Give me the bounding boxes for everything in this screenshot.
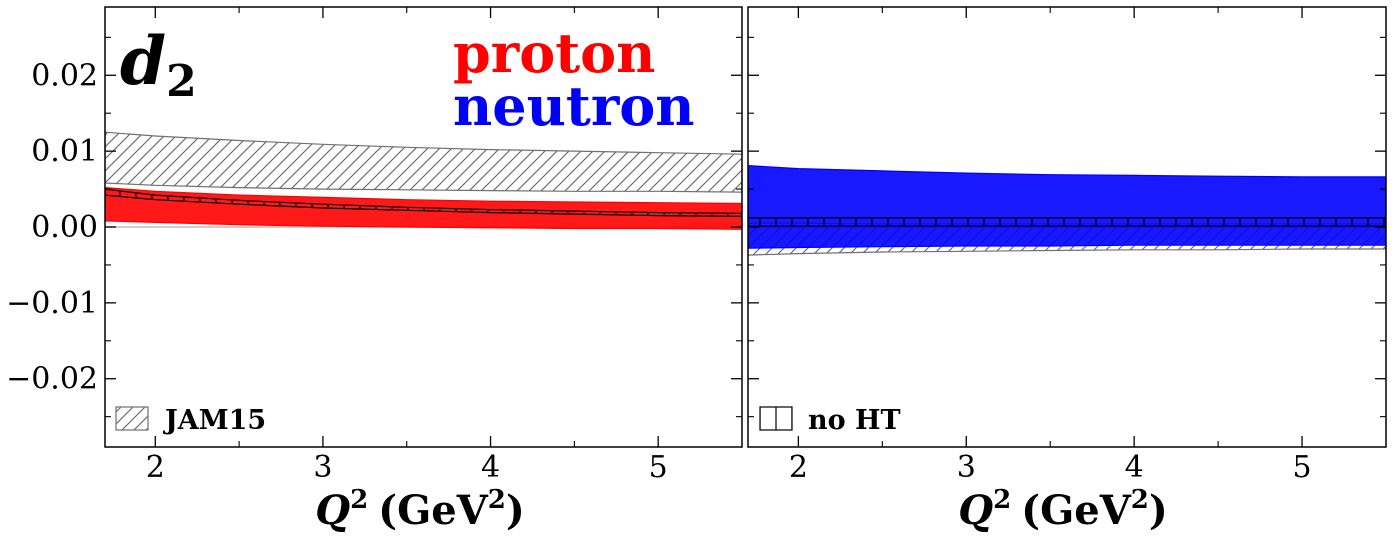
- x-axis-title-q: Q: [315, 487, 350, 534]
- x-axis-title-unit: (GeV: [1021, 487, 1132, 534]
- x-tick-label: 5: [1293, 450, 1312, 485]
- x-axis-title-unit-sup: 2: [1131, 485, 1149, 515]
- x-tick-label: 3: [313, 450, 332, 485]
- x-axis-title-q-sup: 2: [993, 485, 1011, 515]
- x-axis-title-unit: (GeV: [378, 487, 489, 534]
- band-no-ht: [748, 217, 1386, 227]
- x-axis-title-q: Q: [958, 487, 993, 534]
- y-tick-label: −0.02: [6, 362, 98, 397]
- y-tick-label: −0.01: [6, 286, 98, 321]
- x-tick-label: 5: [649, 450, 668, 485]
- left-panel-proton: 2 3 4 5−0.02−0.010.000.010.02 d2 proton neu…: [6, 6, 743, 534]
- proton-label: proton: [453, 21, 655, 85]
- legend-label-jam15: JAM15: [163, 405, 266, 436]
- band-jam15: [105, 131, 742, 193]
- d2-label: d2: [120, 22, 197, 107]
- d2-label-main: d: [120, 22, 166, 100]
- neutron-label: neutron: [453, 74, 695, 138]
- legend-swatch-vertical-hatch: [759, 406, 793, 431]
- y-tick-label: 0.02: [31, 58, 98, 93]
- x-tick-label: 2: [146, 450, 165, 485]
- y-tick-label: 0.00: [31, 210, 98, 245]
- d2-label-subscript: 2: [166, 56, 197, 107]
- x-tick-label: 2: [789, 450, 808, 485]
- x-tick-label: 4: [481, 450, 500, 485]
- band-neutron: [748, 164, 1386, 249]
- y-tick-label: 0.01: [31, 134, 98, 169]
- legend-label-no-ht: no HT: [808, 405, 901, 436]
- x-axis-title-left: Q2 (GeV2): [315, 485, 525, 534]
- x-axis-title-right: Q2 (GeV2): [958, 485, 1168, 534]
- legend-jam15: JAM15: [115, 405, 266, 436]
- legend-swatch-diagonal-hatch: [115, 406, 149, 431]
- x-axis-title-unit-sup: 2: [488, 485, 506, 515]
- legend-no-ht: no HT: [759, 405, 901, 436]
- x-axis-title-close: ): [1149, 487, 1168, 534]
- band-no-ht: [105, 188, 742, 218]
- x-axis-title-q-sup: 2: [350, 485, 368, 515]
- x-tick-label: 3: [957, 450, 976, 485]
- x-tick-label: 4: [1125, 450, 1144, 485]
- x-axis-title-close: ): [506, 487, 525, 534]
